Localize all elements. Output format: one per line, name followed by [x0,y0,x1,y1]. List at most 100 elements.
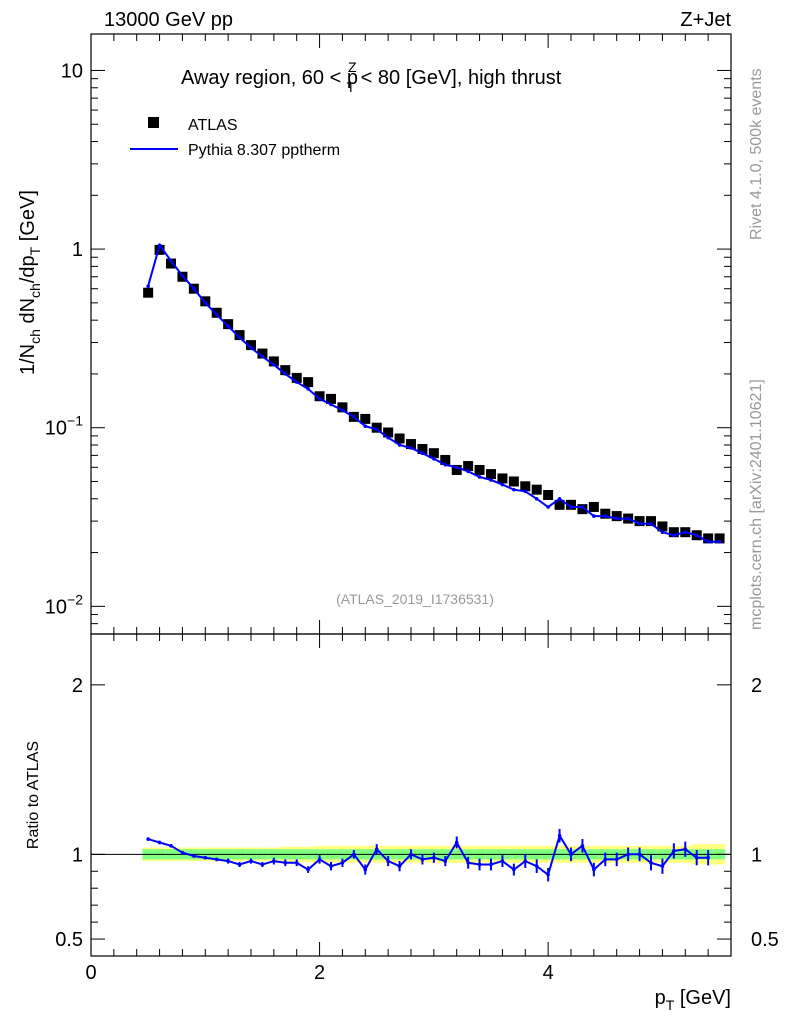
pythia-point [374,427,379,432]
pythia-point [409,446,413,450]
ratio-point [397,864,402,868]
ratio-point [592,867,596,872]
y-tick-label: 1 [72,239,83,261]
atlas-point [246,340,256,351]
pythia-point [432,456,436,461]
pythia-point [397,443,402,447]
pythia-point [272,362,276,367]
ratio-point [432,855,436,860]
ratio-point [157,840,162,845]
ratio-point [546,872,550,877]
atlas-point [223,319,234,330]
pythia-point [683,530,688,535]
pythia-point [557,496,562,501]
pythia-point [386,435,390,440]
atlas-point [440,454,451,465]
atlas-point [303,377,314,388]
y-tick-label: 10−2 [45,591,83,618]
legend-label-pythia: Pythia 8.307 pptherm [188,142,340,159]
pythia-point [580,505,585,509]
atlas-point [394,433,405,444]
ratio-y-axis-label: Ratio to ATLAS [25,741,42,849]
atlas-point [634,516,645,527]
pythia-point [192,286,196,291]
pythia-point [317,397,322,401]
ratio-y-tick-label: 2 [72,675,83,697]
ratio-point [340,860,345,865]
pythia-point [283,372,288,376]
pythia-point [363,424,368,428]
pythia-point [706,539,710,544]
atlas-point [451,464,462,475]
ratio-point [294,860,299,865]
pythia-point [226,324,230,329]
pythia-point [443,462,448,467]
pythia-point [500,482,505,487]
ratio-point [489,862,493,867]
ratio-point [557,833,562,838]
pythia-point [672,533,676,538]
pythia-point [249,346,253,350]
ratio-point [454,840,459,845]
atlas-point [337,402,348,413]
ratio-point [169,844,173,848]
main-frame [90,33,732,635]
ratio-point [569,852,573,857]
ratio-point [706,855,710,860]
legend-marker-atlas [148,117,159,128]
ratio-y-tick-label: 1 [72,844,83,866]
ratio-frame [90,633,732,957]
pythia-point [180,273,185,278]
ratio-point [523,859,528,863]
pythia-point [420,451,425,455]
ratio-point [306,867,310,872]
chart-title: Away region, 60 < pZ T < 80 [GeV], high t… [181,59,562,95]
legend-label-atlas: ATLAS [188,117,238,134]
ratio-point [180,850,185,855]
atlas-point [588,501,599,512]
ratio-point [603,857,608,862]
pythia-point [523,489,528,494]
atlas-point [497,473,508,484]
atlas-point [383,427,394,438]
mcplots-label: mcplots.cern.ch [arXiv:2401.10621] [748,379,765,630]
atlas-point [714,533,725,544]
ratio-point [192,854,196,858]
ratio-point [512,867,516,872]
ratio-point [226,859,230,863]
atlas-point [463,461,474,472]
ratio-y-tick-label-right: 1 [751,844,762,866]
pythia-point [626,516,630,521]
pythia-point [637,521,642,526]
atlas-point [577,504,588,515]
ratio-point [649,860,653,865]
ratio-point [626,852,630,857]
ratio-point [317,857,322,862]
atlas-point [554,499,565,510]
ratio-y-tick-label: 0.5 [55,929,83,951]
atlas-point [531,484,542,495]
ratio-point [580,844,585,848]
ratio-point [477,862,482,867]
x-tick-label: 2 [314,962,325,984]
atlas-point [268,356,279,367]
y-tick-label: 10−1 [45,413,83,440]
pythia-point [603,514,608,518]
atlas-point [508,476,519,487]
ratio-point [672,849,676,853]
pythia-point [157,243,162,248]
ratio-point [466,860,470,865]
ratio-point [329,864,333,868]
pythia-point [329,402,333,407]
ratio-point [214,857,219,862]
pythia-point [454,465,459,470]
ratio-point [694,855,699,860]
header-right: Z+Jet [680,9,731,31]
pythia-point [717,539,722,544]
ratio-point [146,837,150,841]
ratio-point [443,859,448,863]
pythia-point [649,521,653,526]
ratio-point [534,864,539,868]
pythia-point [694,533,699,538]
